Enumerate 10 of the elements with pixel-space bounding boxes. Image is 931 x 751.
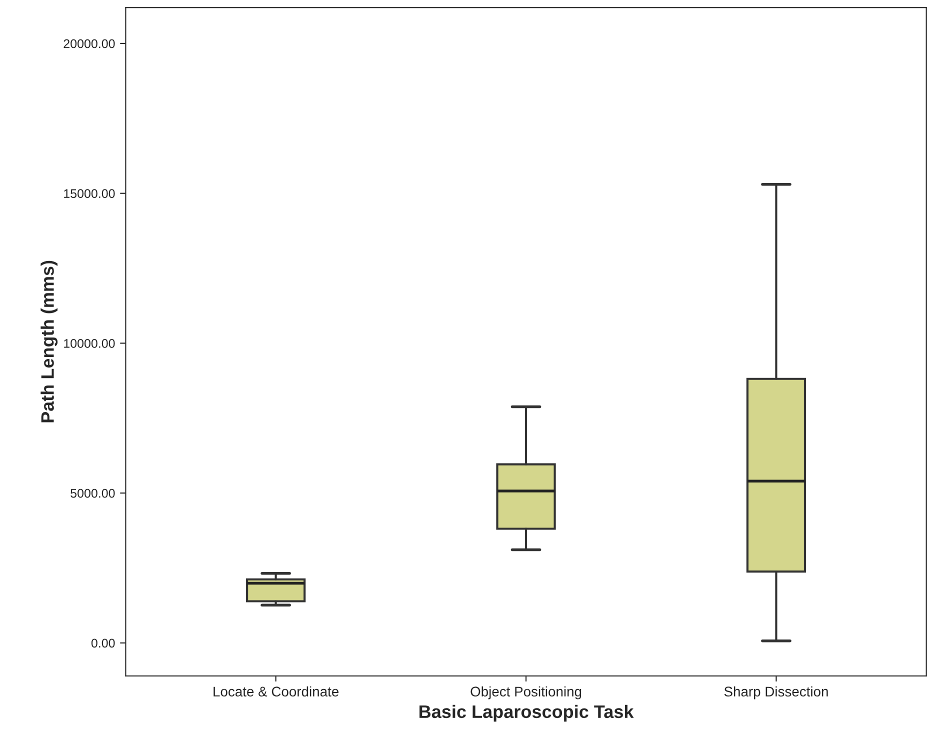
x-tick-label: Locate & Coordinate (214, 686, 339, 697)
y-axis-title: Path Length (mms) (40, 260, 58, 422)
x-tick-label: Sharp Dissection (724, 686, 828, 700)
y-tick-label: 5000.00 (70, 488, 115, 498)
x-tick-label: Object Positioning (470, 686, 582, 700)
y-tick-label: 0.00 (91, 638, 115, 648)
y-tick-label: 10000.00 (64, 339, 115, 348)
y-tick-label: 15000.00 (64, 189, 115, 198)
x-axis-title: Basic Laparoscopic Task (420, 704, 634, 722)
y-tick-label: 20000.00 (64, 39, 115, 48)
